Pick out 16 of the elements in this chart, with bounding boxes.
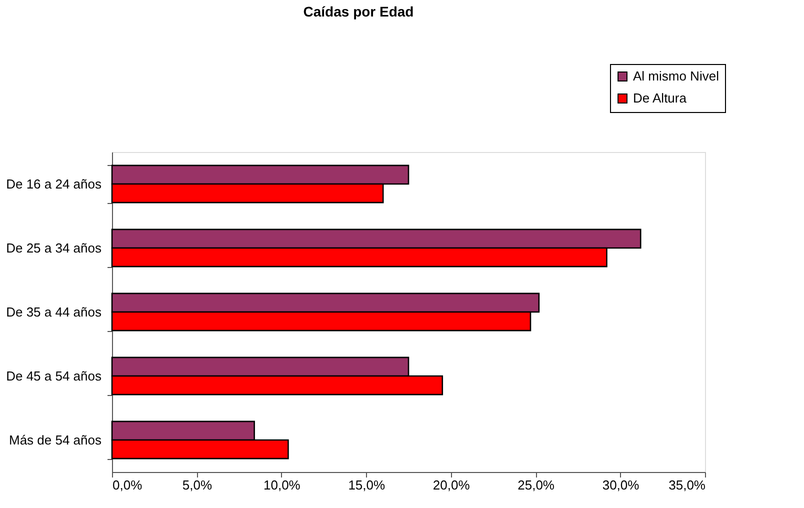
y-tick-label: De 16 a 24 años — [6, 176, 102, 192]
y-tick-label: De 45 a 54 años — [6, 368, 102, 384]
y-tick-label: De 35 a 44 años — [6, 304, 102, 320]
x-tick-label: 0,0% — [112, 478, 143, 492]
x-tick-label: 35,0% — [668, 478, 706, 492]
x-tick-label: 25,0% — [518, 478, 555, 492]
x-tick-label: 15,0% — [348, 478, 386, 492]
legend-label: De Altura — [633, 90, 688, 106]
legend-label: Al mismo Nivel — [633, 68, 720, 84]
x-tick-label: 30,0% — [602, 478, 640, 492]
chart-title: Caídas por Edad — [303, 4, 414, 20]
x-tick-label: 10,0% — [263, 478, 301, 492]
x-tick-label: 5,0% — [182, 478, 212, 492]
y-tick-label: De 25 a 34 años — [6, 240, 102, 256]
y-tick-label: Más de 54 años — [8, 432, 102, 448]
x-tick-label: 20,0% — [432, 478, 470, 492]
